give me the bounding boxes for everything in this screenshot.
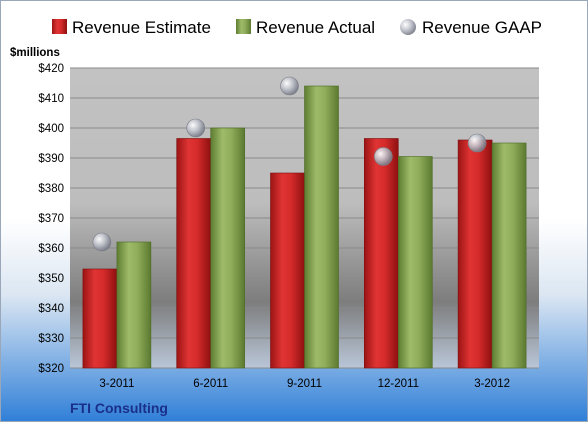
x-tick-label: 12-2011 <box>378 378 419 390</box>
marker-gaap-6-2011 <box>186 118 205 138</box>
bar-estimate-3-2012 <box>457 139 493 369</box>
y-tick-label: $420 <box>38 63 64 75</box>
bar-estimate-6-2011 <box>176 138 211 369</box>
y-tick-label: $320 <box>38 363 64 375</box>
legend-actual-swatch <box>236 19 251 34</box>
bar-actual-9-2011 <box>304 85 339 369</box>
y-tick-label: $360 <box>38 243 64 255</box>
legend-gaap-label: Revenue GAAP <box>422 18 542 37</box>
bar-actual-12-2011 <box>397 156 433 369</box>
legend-actual-label: Revenue Actual <box>256 18 375 37</box>
bar-actual-6-2011 <box>210 127 245 369</box>
x-tick-label: 3-2011 <box>99 378 134 390</box>
y-axis-ticks: $320 $330 $340 $350 $360 $370 $380 $390 $400 $410… <box>38 63 64 375</box>
y-tick-label: $410 <box>38 93 64 105</box>
bar-actual-3-2011 <box>116 241 152 369</box>
marker-gaap-9-2011 <box>280 76 299 96</box>
y-tick-label: $400 <box>38 123 64 135</box>
y-tick-label: $380 <box>38 183 64 195</box>
bar-actual-3-2012 <box>491 142 527 369</box>
x-tick-label: 3-2012 <box>474 378 510 390</box>
y-tick-label: $390 <box>38 153 64 165</box>
bar-estimate-9-2011 <box>270 172 305 369</box>
y-tick-label: $350 <box>38 273 64 285</box>
x-tick-label: 9-2011 <box>287 378 322 390</box>
y-tick-label: $340 <box>38 303 64 315</box>
legend: Revenue Estimate Revenue Actual Revenue … <box>52 18 542 37</box>
company-name: FTI Consulting <box>70 400 168 416</box>
marker-gaap-12-2011 <box>373 147 393 166</box>
legend-estimate-label: Revenue Estimate <box>72 18 211 37</box>
marker-gaap-3-2012 <box>467 133 487 153</box>
unit-label: $millions <box>10 47 60 59</box>
legend-estimate-swatch <box>52 19 67 34</box>
gaap-markers <box>92 76 487 252</box>
bar-estimate-3-2011 <box>82 268 118 369</box>
marker-gaap-3-2011 <box>92 232 112 252</box>
bar-estimate-12-2011 <box>363 138 399 369</box>
y-tick-label: $330 <box>38 333 64 345</box>
bars <box>82 85 527 369</box>
y-tick-label: $370 <box>38 213 64 225</box>
x-tick-label: 6-2011 <box>193 378 228 390</box>
x-axis-ticks: 3-2011 6-2011 9-2011 12-2011 3-2012 <box>99 378 510 390</box>
legend-gaap-marker <box>400 19 416 35</box>
